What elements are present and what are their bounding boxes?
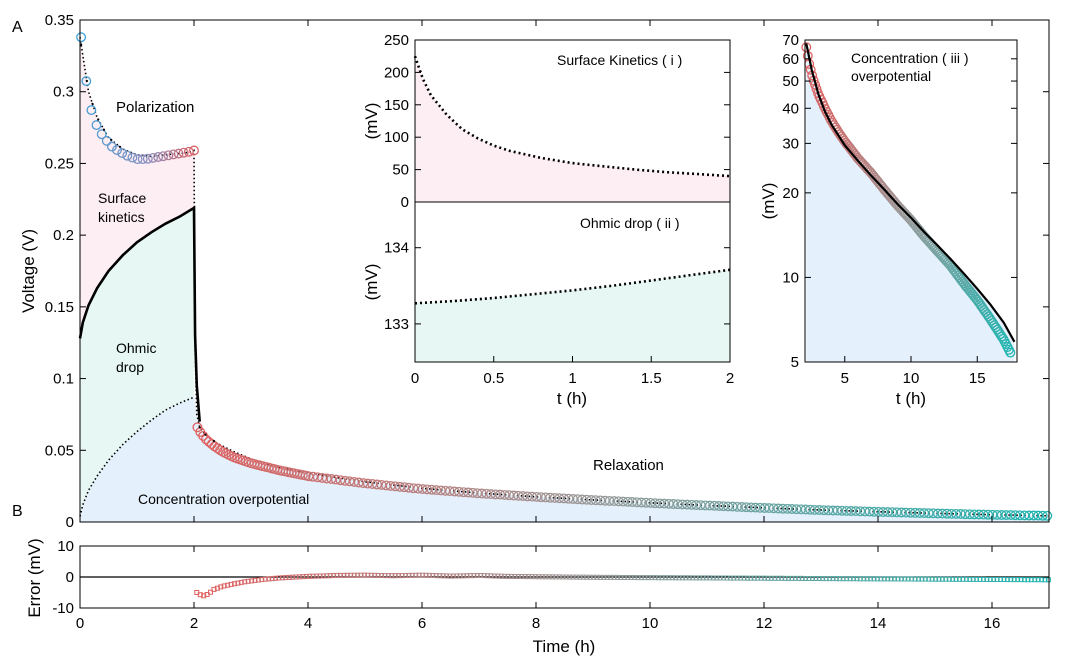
inset-i-y-tick-label: 150 — [384, 97, 409, 114]
panel-label-a: A — [12, 19, 23, 36]
main-y-tick-label: 0.25 — [45, 155, 74, 172]
main-y-tick-label: 0.15 — [45, 299, 74, 316]
model-point — [213, 440, 215, 442]
error-y-axis-label: Error (mV) — [25, 538, 44, 617]
inset-i-y-tick-label: 250 — [384, 32, 409, 49]
inset-i-y-tick-label: 50 — [392, 162, 409, 179]
annotation-ohmic-line1: Ohmic — [116, 340, 156, 356]
inset-ii-x-label: t (h) — [557, 389, 587, 408]
model-point — [86, 80, 88, 82]
inset-i-title: Surface Kinetics ( i ) — [557, 52, 682, 68]
model-point — [103, 129, 105, 131]
inset-iii-y-label: (mV) — [759, 183, 778, 220]
main-y-tick-label: 0.3 — [53, 84, 74, 101]
inset-iii-y-tick-label: 60 — [782, 51, 799, 68]
inset-i-y-tick-label: 0 — [401, 194, 409, 211]
annotation-surface-line1: Surface — [98, 190, 146, 206]
inset-iii-x-tick-label: 15 — [969, 370, 986, 387]
model-point — [119, 146, 121, 148]
error-x-tick-label: 12 — [756, 615, 773, 632]
error-x-tick-label: 2 — [190, 615, 198, 632]
inset-iii-y-tick-label: 20 — [782, 185, 799, 202]
model-point — [110, 139, 112, 141]
error-x-tick-label: 6 — [418, 615, 426, 632]
main-y-tick-label: 0.35 — [45, 12, 74, 29]
model-point — [91, 103, 93, 105]
inset-ii-x-tick-label: 1 — [568, 370, 576, 387]
inset-ii-x-tick-label: 2 — [726, 370, 734, 387]
error-x-tick-label: 10 — [642, 615, 659, 632]
inset-i-y-tick-label: 100 — [384, 129, 409, 146]
inset-iii-y-tick-label: 50 — [782, 73, 799, 90]
main-y-tick-label: 0.1 — [53, 371, 74, 388]
error-plot: -100100 2 4 6 8 10 12 14 16 Error (mV) Time (h) — [25, 538, 1050, 656]
annotation-relaxation: Relaxation — [593, 457, 664, 474]
inset-ii-x-tick-label: 0.5 — [483, 370, 504, 387]
measured-point — [77, 33, 86, 42]
inset-i-y-label: (mV) — [362, 103, 381, 140]
error-y-tick-label: 10 — [57, 538, 74, 555]
inset-ii-y-tick-label: 134 — [384, 240, 409, 257]
inset-iii-title-line1: Concentration ( iii ) — [851, 50, 969, 66]
inset-ohmic-drop: 133 134 0 0.5 1 1.5 2 Ohmic drop ( ii ) (mV) t… — [362, 202, 734, 408]
inset-iii-x-label: t (h) — [896, 389, 926, 408]
error-x-tick-label: 4 — [304, 615, 312, 632]
annotation-polarization: Polarization — [116, 99, 194, 116]
error-axis-ticks: -100100 2 4 6 8 10 12 14 16 — [52, 538, 1049, 632]
inset-iii-y-tick-label: 70 — [782, 32, 799, 49]
model-point — [199, 426, 201, 428]
inset-surface-kinetics: 0 50 100 150 200 250 Surface Kinetics ( i ) (… — [362, 32, 730, 211]
inset-iii-y-tick-label: 40 — [782, 100, 799, 117]
model-point — [204, 433, 206, 435]
main-y-tick-label: 0 — [66, 514, 74, 531]
error-y-tick-label: -10 — [52, 600, 74, 617]
inset-iii-y-tick-label: 30 — [782, 135, 799, 152]
inset-ii-title: Ohmic drop ( ii ) — [580, 215, 680, 231]
annotation-surface-line2: kinetics — [98, 209, 145, 225]
inset-ii-x-tick-label: 1.5 — [641, 370, 662, 387]
main-y-axis-label: Voltage (V) — [19, 229, 38, 313]
inset-iii-title-line2: overpotential — [851, 68, 931, 84]
inset-concentration-overpotential: 5 10 20 30 40 50 60 70 5 10 15 Concentration ( iii… — [759, 32, 1017, 408]
inset-ii-y-label: (mV) — [362, 264, 381, 301]
error-x-tick-label: 14 — [870, 615, 887, 632]
inset-iii-y-tick-label: 5 — [791, 354, 799, 371]
annotation-concentration: Concentration overpotential — [138, 491, 309, 507]
model-point — [97, 118, 99, 120]
error-x-tick-label: 8 — [532, 615, 540, 632]
inset-iii-x-tick-label: 5 — [841, 370, 849, 387]
x-axis-label-time: Time (h) — [533, 637, 596, 656]
error-x-tick-label: 0 — [76, 615, 84, 632]
panel-label-b: B — [12, 503, 23, 520]
main-y-tick-label: 0.2 — [53, 227, 74, 244]
main-y-tick-label: 0.05 — [45, 442, 74, 459]
inset-iii-x-tick-label: 10 — [903, 370, 920, 387]
error-y-tick-label: 0 — [66, 569, 74, 586]
error-x-tick-label: 16 — [984, 615, 1001, 632]
inset-ii-x-tick-label: 0 — [411, 370, 419, 387]
inset-i-y-tick-label: 200 — [384, 64, 409, 81]
annotation-ohmic-line2: drop — [116, 359, 144, 375]
inset-iii-y-tick-label: 10 — [782, 269, 799, 286]
inset-ii-y-tick-label: 133 — [384, 316, 409, 333]
